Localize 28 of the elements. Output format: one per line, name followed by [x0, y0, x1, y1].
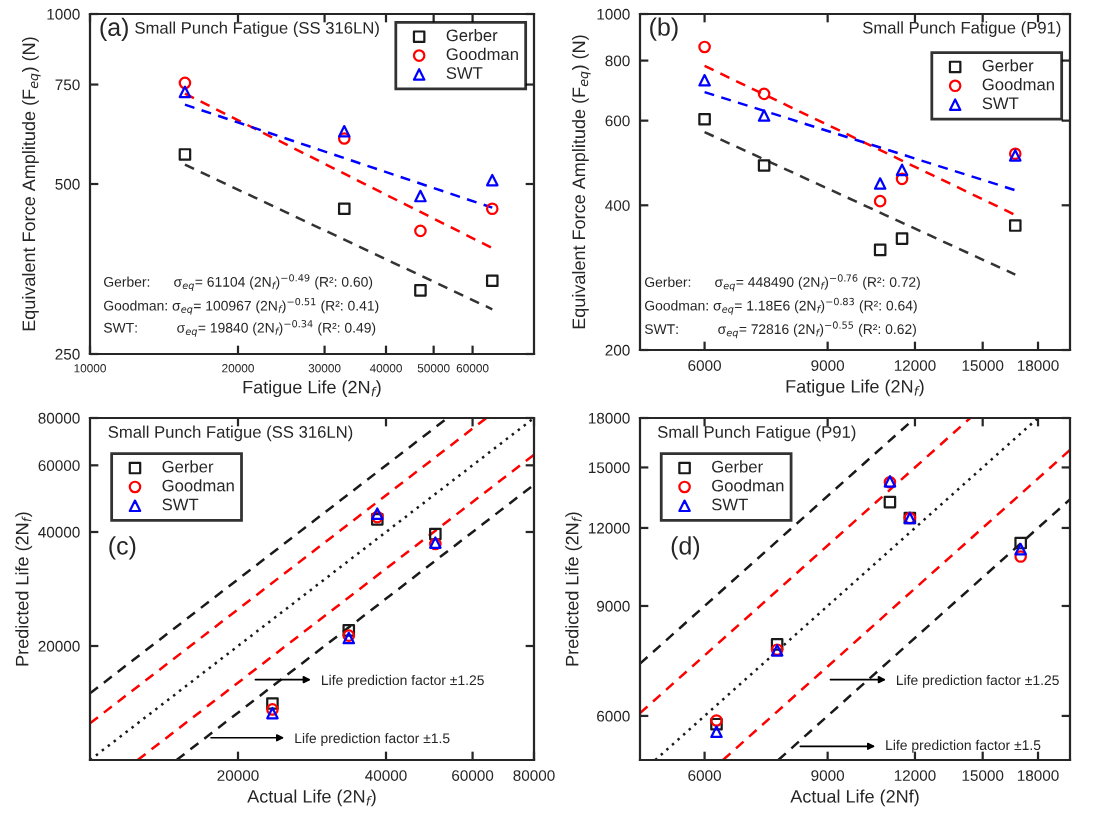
- y-axis-title: Predicted Life (2N$_{f}$): [565, 512, 583, 666]
- chart-title: Small Punch Fatigue (SS 316LN): [108, 425, 353, 442]
- y-axis-title: Equivalent Force Amplitude (F$_{eq}$) (N): [571, 35, 591, 329]
- x-axis-title: Actual Life (2Nf): [790, 789, 919, 807]
- chart-title: Small Punch Fatigue (SS 316LN): [135, 21, 379, 38]
- legend-label: Goodman: [162, 479, 234, 492]
- annotation: (b): [650, 17, 678, 41]
- x-axis-title: Fatigue Life (2N$_{f}$): [786, 379, 924, 397]
- legend-label: Gerber: [982, 59, 1034, 72]
- chart-title: Small Punch Fatigue (P91): [657, 425, 856, 442]
- legend-label: Goodman: [712, 479, 784, 492]
- legend-label: Goodman: [982, 78, 1054, 91]
- y-axis-title: Equivalent Force Amplitude (F$_{eq}$) (N): [21, 37, 41, 331]
- legend-label: SWT: [446, 67, 483, 79]
- y-axis-title: Predicted Life (2N$_{f}$): [15, 512, 33, 666]
- legend-label: Gerber: [446, 29, 498, 42]
- legend-label: SWT: [711, 498, 748, 511]
- legend-label: SWT: [982, 97, 1019, 110]
- x-axis-title: Fatigue Life (2N$_{f}$): [243, 380, 381, 398]
- legend-label: Goodman: [446, 47, 518, 61]
- legend-label: Gerber: [712, 460, 763, 473]
- annotation: (d): [671, 536, 700, 560]
- x-axis-title: Actual Life (2N$_{f}$): [247, 789, 376, 807]
- annotation: (a): [100, 17, 128, 41]
- legend-label: Gerber: [162, 460, 214, 473]
- chart-title: Small Punch Fatigue (P91): [863, 21, 1061, 37]
- annotation: (c): [109, 536, 136, 560]
- legend-label: SWT: [162, 498, 199, 511]
